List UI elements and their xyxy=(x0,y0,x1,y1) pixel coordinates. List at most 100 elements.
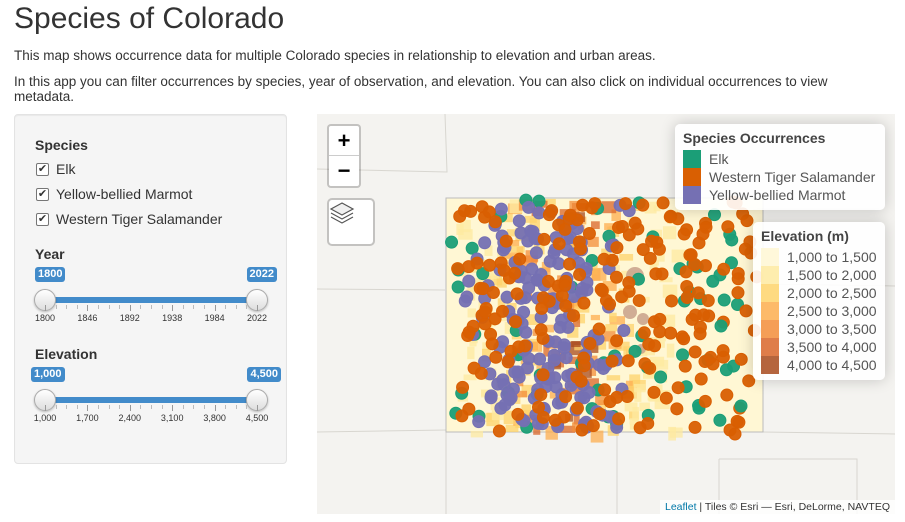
elevation-cell xyxy=(602,330,616,342)
occurrence-point xyxy=(483,258,497,272)
occurrence-point xyxy=(628,344,642,358)
elevation-cell xyxy=(671,249,687,263)
occurrence-point xyxy=(582,226,596,240)
elevation-cell xyxy=(460,219,471,233)
year-tick-mark xyxy=(214,305,216,311)
zoom-in-button[interactable]: + xyxy=(329,126,359,156)
map-panel[interactable]: + − Species Occurrences Elk Western Tige… xyxy=(317,114,895,514)
occurrence-point xyxy=(552,257,566,271)
occurrence-point xyxy=(478,355,492,369)
elevation-cell xyxy=(569,200,580,214)
elevation-cell xyxy=(591,221,600,230)
elevation-swatch-1 xyxy=(761,248,779,266)
occurrence-point xyxy=(513,252,527,266)
species-occurrences-legend: Species Occurrences Elk Western Tiger Sa… xyxy=(675,124,885,210)
elevation-from-badge: 1,000 xyxy=(31,367,65,382)
occurrence-point xyxy=(693,327,707,341)
year-tick-mark xyxy=(235,305,237,309)
occurrence-point xyxy=(499,234,513,248)
occurrence-point xyxy=(559,390,573,404)
year-tick-mark xyxy=(151,305,152,309)
elk-checkbox[interactable]: ✔ xyxy=(36,162,49,176)
instructions-paragraph: In this app you can filter occurrences b… xyxy=(14,74,828,104)
elevation-cell xyxy=(666,343,675,358)
filter-panel: Species ✔ Elk ✔ Yellow-bellied Marmot ✔ … xyxy=(14,114,287,464)
occurrence-point xyxy=(570,401,584,415)
occurrence-point xyxy=(522,281,536,295)
elevation-class-label-1: 1,000 to 1,500 xyxy=(787,249,877,265)
occurrence-point xyxy=(655,267,669,281)
elk-checkbox-label: Elk xyxy=(56,161,76,177)
elevation-cell xyxy=(605,324,618,332)
legend-label-elk: Elk xyxy=(709,151,729,167)
elevation-cell xyxy=(496,278,507,288)
elevation-tick-label: 2,400 xyxy=(118,413,142,423)
elevation-cell xyxy=(503,252,518,259)
species-option-marmot[interactable]: ✔ Yellow-bellied Marmot xyxy=(36,186,192,202)
elevation-cell xyxy=(639,402,650,411)
elevation-cell xyxy=(627,323,635,337)
elevation-cell xyxy=(653,205,661,212)
species-option-salamander[interactable]: ✔ Western Tiger Salamander xyxy=(36,211,222,227)
elevation-tick-mark xyxy=(235,405,237,409)
elevation-tick-label: 1,700 xyxy=(76,413,99,423)
elevation-cell xyxy=(529,217,540,232)
marmot-checkbox-label: Yellow-bellied Marmot xyxy=(56,186,193,202)
elevation-class-label-2: 1,500 to 2,000 xyxy=(787,267,877,283)
occurrence-point xyxy=(677,332,691,346)
occurrence-point xyxy=(458,294,472,308)
occurrence-point xyxy=(659,391,673,405)
occurrence-point xyxy=(558,278,572,292)
occurrence-point xyxy=(728,427,742,441)
map-canvas[interactable] xyxy=(317,114,895,514)
layers-icon xyxy=(329,202,355,224)
urban-area xyxy=(637,313,649,325)
species-option-elk[interactable]: ✔ Elk xyxy=(36,161,75,177)
elevation-cell xyxy=(458,229,473,240)
occurrence-point xyxy=(671,381,685,395)
occurrence-point xyxy=(451,280,465,294)
occurrence-point xyxy=(713,413,727,427)
occurrence-point xyxy=(577,359,591,373)
elevation-range-slider[interactable]: 1,000 4,500 1,000 1,700 2,400 3,100 3,800 4,5… xyxy=(31,361,281,431)
elevation-cell xyxy=(648,395,665,402)
occurrence-point xyxy=(488,215,502,229)
year-range-slider[interactable]: 1800 2022 1800 1846 1892 1938 1984 2022 xyxy=(34,261,277,331)
elevation-tick-mark xyxy=(204,405,205,409)
occurrence-point xyxy=(575,423,589,437)
occurrence-point xyxy=(536,368,550,382)
year-tick-label: 1846 xyxy=(77,313,98,323)
elevation-cell xyxy=(589,366,597,376)
occurrence-point xyxy=(731,286,745,300)
zoom-out-button[interactable]: − xyxy=(337,158,351,183)
occurrence-point xyxy=(734,352,748,366)
occurrence-point xyxy=(553,320,567,334)
occurrence-point xyxy=(501,355,515,369)
occurrence-point xyxy=(645,234,659,248)
elevation-cell xyxy=(543,344,550,357)
occurrence-point xyxy=(631,222,645,236)
elevation-swatch-2 xyxy=(761,266,779,284)
marmot-checkbox[interactable]: ✔ xyxy=(36,187,49,201)
elevation-cell xyxy=(644,201,657,214)
elevation-cell xyxy=(568,356,581,365)
salamander-checkbox[interactable]: ✔ xyxy=(36,212,49,226)
occurrence-point xyxy=(482,205,496,219)
leaflet-link[interactable]: Leaflet xyxy=(664,501,697,513)
layers-control-button[interactable] xyxy=(327,198,375,246)
elevation-to-badge: 4,500 xyxy=(247,367,281,382)
elevation-cell xyxy=(629,418,639,425)
occurrence-point xyxy=(465,241,479,255)
elevation-cell xyxy=(591,268,601,281)
elevation-cell xyxy=(510,245,525,253)
elevation-cell xyxy=(662,226,677,240)
occurrence-point xyxy=(656,196,670,210)
elevation-cell xyxy=(469,341,477,347)
elevation-cell xyxy=(521,409,535,419)
elevation-tick-mark xyxy=(98,405,99,409)
occurrence-point xyxy=(533,352,547,366)
elevation-cell xyxy=(586,378,599,389)
elevation-tick-mark xyxy=(225,405,227,409)
occurrence-point xyxy=(563,208,577,222)
occurrence-point xyxy=(582,385,596,399)
